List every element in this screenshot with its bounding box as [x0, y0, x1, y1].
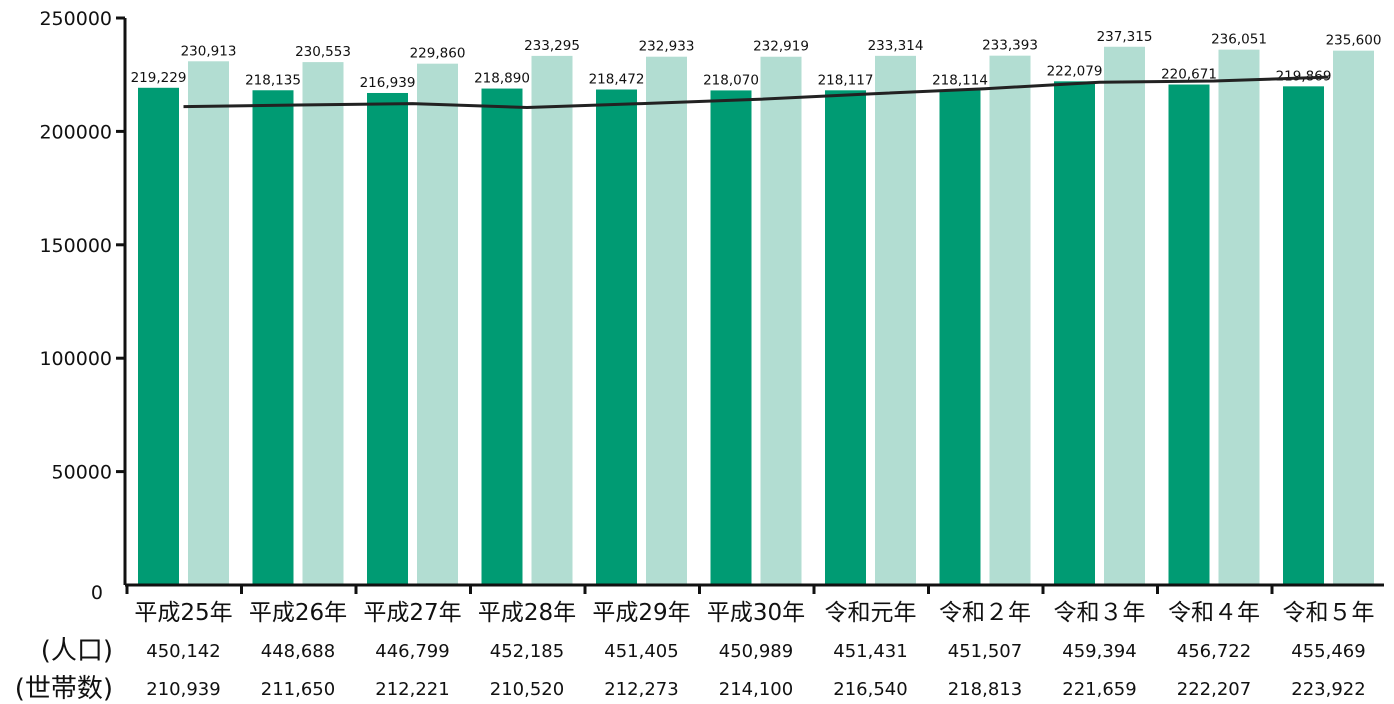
table-cell: 451,405: [604, 641, 678, 662]
bar-series2: [531, 55, 573, 585]
bar-series1: [825, 90, 866, 586]
table-cell: 210,939: [146, 679, 220, 700]
table-cell: 221,659: [1062, 679, 1136, 700]
x-tick-label: 平成26年: [249, 600, 347, 626]
x-tick-label: 令和４年: [1168, 600, 1260, 626]
bar-series1: [596, 89, 637, 586]
data-label-series1: 220,671: [1161, 67, 1217, 83]
y-tick-label: 150000: [39, 235, 112, 257]
x-tick-label: 令和２年: [939, 600, 1031, 626]
x-tick-label: 平成28年: [478, 600, 576, 626]
table-cell: 450,142: [146, 641, 220, 662]
table-cell: 218,813: [948, 679, 1022, 700]
x-tick-label: 令和元年: [825, 600, 917, 626]
line-series: [183, 75, 1329, 110]
x-tick-label: 平成27年: [363, 600, 461, 626]
table-cell: 459,394: [1062, 641, 1136, 662]
table-cell: 450,989: [719, 641, 793, 662]
bar-series2: [760, 56, 802, 586]
bar-series2: [646, 56, 687, 586]
table-cell: 214,100: [719, 679, 793, 700]
data-label-series1: 222,079: [1047, 63, 1103, 79]
bar-series1: [939, 90, 981, 586]
bar-series2: [417, 63, 458, 586]
bar-series1: [710, 90, 752, 585]
bar-series2: [1333, 50, 1374, 586]
bar-series1: [1283, 86, 1324, 586]
table-cell: 223,922: [1291, 679, 1365, 700]
table-cell: 455,469: [1291, 641, 1365, 662]
data-label-series1: 218,117: [818, 72, 874, 88]
table-cell: 210,520: [490, 679, 564, 700]
data-label-series1: 218,135: [245, 72, 301, 88]
x-tick-label: 令和３年: [1054, 600, 1146, 626]
y-tick-label: 200000: [39, 121, 112, 143]
data-label-series2: 236,051: [1211, 32, 1267, 48]
bar-series1: [1168, 84, 1210, 585]
x-tick-label: 平成30年: [707, 600, 805, 626]
data-label-series1: 218,114: [932, 72, 988, 88]
bar-series2: [188, 61, 229, 586]
data-label-series1: 219,229: [131, 70, 187, 86]
bar-series1: [1054, 81, 1095, 585]
table-cell: 446,799: [375, 641, 449, 662]
table-cell: 211,650: [261, 679, 335, 700]
bar-series2: [1218, 49, 1260, 585]
data-label-series2: 232,919: [753, 39, 809, 55]
table-cell: 451,431: [833, 641, 907, 662]
y-tick-label: 0: [91, 582, 103, 604]
data-label-series2: 230,913: [181, 43, 237, 59]
data-label-series1: 218,890: [474, 71, 530, 87]
bar-series1: [481, 88, 523, 585]
bar-series2: [875, 55, 916, 585]
data-label-series1: 219,869: [1276, 68, 1332, 84]
table-cell: 448,688: [261, 641, 335, 662]
data-label-series2: 233,295: [524, 38, 580, 54]
data-label-series2: 235,600: [1326, 33, 1382, 49]
y-tick-label: 50000: [52, 462, 112, 484]
table-cell: 212,273: [604, 679, 678, 700]
data-label-series1: 218,070: [703, 72, 759, 88]
table-cell: 452,185: [490, 641, 564, 662]
data-label-series2: 232,933: [639, 39, 695, 55]
data-label-series2: 233,393: [982, 38, 1038, 54]
y-tick-label: 100000: [39, 348, 112, 370]
data-label-series2: 233,314: [868, 38, 924, 54]
table-cell: 451,507: [948, 641, 1022, 662]
table-row-header: (人口): [41, 636, 113, 666]
data-label-series2: 230,553: [295, 44, 351, 60]
table-cell: 212,221: [375, 679, 449, 700]
data-label-series2: 237,315: [1097, 29, 1153, 45]
x-tick-label: 令和５年: [1283, 600, 1375, 626]
data-label-series1: 218,472: [589, 72, 645, 88]
table-cell: 456,722: [1177, 641, 1251, 662]
table-cell: 222,207: [1177, 679, 1251, 700]
bar-series1: [252, 90, 294, 585]
bar-series2: [302, 62, 344, 586]
bar-series1: [367, 92, 408, 585]
table-cell: 216,540: [833, 679, 907, 700]
bar-series2: [1104, 46, 1145, 585]
y-tick-label: 250000: [39, 8, 112, 30]
data-label-series1: 216,939: [360, 75, 416, 91]
x-tick-label: 平成29年: [592, 600, 690, 626]
data-label-series2: 229,860: [410, 46, 466, 62]
bar-series2: [989, 55, 1031, 586]
table-row-header: (世帯数): [15, 674, 113, 704]
x-tick-label: 平成25年: [134, 600, 232, 626]
bar-series1: [138, 87, 179, 585]
